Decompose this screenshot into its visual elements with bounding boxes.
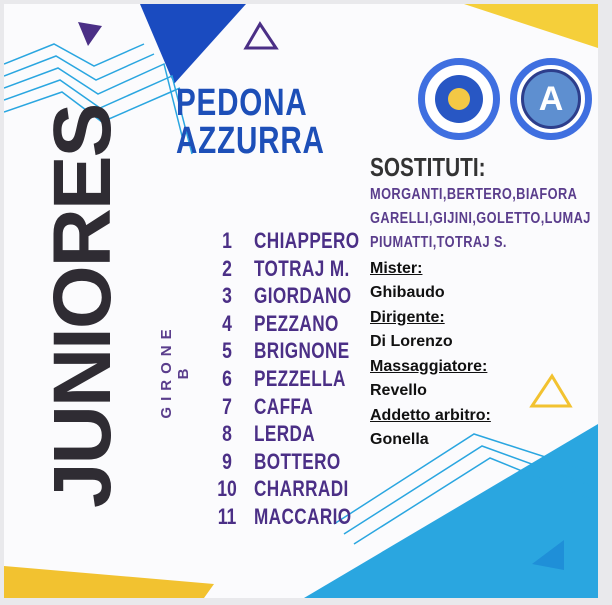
player-name: BRIGNONE — [254, 338, 350, 364]
addetto-arbitro-value: Gonella — [370, 431, 429, 448]
team-name-line2: AZZURRA — [176, 120, 325, 162]
player-number: 8 — [222, 421, 232, 447]
player-name: LERDA — [254, 421, 316, 447]
player-number: 6 — [222, 366, 232, 391]
dirigente-label: Dirigente: — [370, 309, 445, 326]
player-number: 1 — [222, 228, 232, 253]
player-row: 3 GIORDANO — [208, 282, 379, 310]
player-number: 9 — [222, 448, 232, 474]
player-row: 8 LERDA — [208, 420, 332, 448]
category-title: JUNIORES — [37, 104, 128, 508]
a-crest-icon: A — [521, 69, 581, 129]
player-row: 10 CHARRADI — [208, 475, 375, 503]
home-logo — [418, 58, 500, 140]
player-row: 11 MACCARIO — [208, 503, 379, 531]
player-row: 1 CHIAPPERO — [208, 227, 389, 255]
yellow-outline-triangle — [529, 373, 573, 408]
player-name: PEZZANO — [254, 310, 339, 336]
player-number: 11 — [217, 504, 237, 529]
player-number: 10 — [217, 476, 237, 502]
cyan-triangle-small — [532, 540, 564, 570]
cyan-lines-bottom — [333, 433, 598, 545]
blue-triangle — [140, 4, 246, 84]
player-number: 7 — [222, 393, 232, 419]
massaggiatore-label: Massaggiatore: — [370, 358, 488, 375]
player-number: 3 — [222, 283, 232, 309]
away-logo: A — [510, 58, 592, 140]
substitutes-line: GARELLI,GIJINI,GOLETTO,LUMAJ — [370, 210, 591, 227]
purple-outline-triangle — [243, 21, 279, 50]
player-name: BOTTERO — [254, 448, 341, 474]
team-name-line1: PEDONA — [176, 82, 308, 124]
cyan-zigzag-lines — [4, 43, 193, 155]
yellow-stripe-bottom — [4, 566, 214, 598]
background-shapes — [4, 4, 598, 598]
player-row: 4 PEZZANO — [208, 310, 363, 338]
player-row: 7 CAFFA — [208, 393, 330, 421]
addetto-arbitro-label: Addetto arbitro: — [370, 407, 491, 424]
player-name: CAFFA — [254, 393, 314, 419]
group-label: GIRONE B — [158, 323, 192, 419]
dirigente-value: Di Lorenzo — [370, 333, 453, 350]
player-name: CHIAPPERO — [254, 228, 360, 253]
purple-triangle — [78, 22, 102, 46]
player-number: 5 — [222, 338, 232, 364]
player-row: 5 BRIGNONE — [208, 337, 377, 365]
player-name: MACCARIO — [254, 504, 352, 529]
player-name: GIORDANO — [254, 283, 352, 309]
yellow-stripe-top — [464, 4, 598, 48]
massaggiatore-value: Revello — [370, 382, 427, 399]
player-name: TOTRAJ M. — [254, 255, 350, 281]
player-number: 4 — [222, 310, 232, 336]
mister-label: Mister: — [370, 260, 423, 277]
player-row: 6 PEZZELLA — [208, 365, 372, 393]
player-row: 9 BOTTERO — [208, 448, 365, 476]
lineup-card: PEDONA AZZURRA A JUNIORES GIRONE B 1 CHIA… — [4, 4, 598, 598]
substitutes-heading: SOSTITUTI: — [370, 152, 486, 182]
pedona-crest-icon — [435, 75, 483, 123]
substitutes-line: MORGANTI,BERTERO,BIAFORA — [370, 186, 578, 203]
mister-value: Ghibaudo — [370, 284, 445, 301]
substitutes-line: PIUMATTI,TOTRAJ S. — [370, 234, 507, 251]
player-name: CHARRADI — [254, 476, 349, 502]
player-name: PEZZELLA — [254, 366, 346, 391]
cyan-triangle-large — [304, 424, 598, 598]
player-number: 2 — [222, 255, 232, 281]
player-row: 2 TOTRAJ M. — [208, 255, 377, 283]
